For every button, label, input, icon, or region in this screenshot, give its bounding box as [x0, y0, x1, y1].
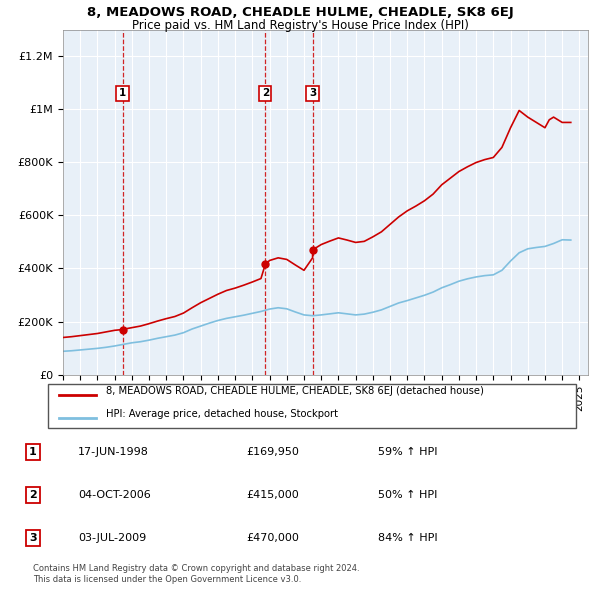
Text: 1: 1: [119, 88, 126, 98]
Text: Contains HM Land Registry data © Crown copyright and database right 2024.: Contains HM Land Registry data © Crown c…: [33, 565, 359, 573]
FancyBboxPatch shape: [48, 384, 576, 428]
Text: 59% ↑ HPI: 59% ↑ HPI: [378, 447, 437, 457]
Text: 1: 1: [29, 447, 37, 457]
Text: £169,950: £169,950: [246, 447, 299, 457]
Text: 03-JUL-2009: 03-JUL-2009: [78, 533, 146, 543]
Point: [118, 325, 127, 335]
Text: 8, MEADOWS ROAD, CHEADLE HULME, CHEADLE, SK8 6EJ: 8, MEADOWS ROAD, CHEADLE HULME, CHEADLE,…: [86, 6, 514, 19]
Text: 17-JUN-1998: 17-JUN-1998: [78, 447, 149, 457]
Text: 2: 2: [262, 88, 269, 98]
Text: 3: 3: [309, 88, 316, 98]
Text: £415,000: £415,000: [246, 490, 299, 500]
Text: 84% ↑ HPI: 84% ↑ HPI: [378, 533, 437, 543]
Text: This data is licensed under the Open Government Licence v3.0.: This data is licensed under the Open Gov…: [33, 575, 301, 584]
Text: HPI: Average price, detached house, Stockport: HPI: Average price, detached house, Stoc…: [106, 409, 338, 419]
Point: [260, 260, 270, 269]
Point: [308, 245, 317, 255]
Text: 8, MEADOWS ROAD, CHEADLE HULME, CHEADLE, SK8 6EJ (detached house): 8, MEADOWS ROAD, CHEADLE HULME, CHEADLE,…: [106, 386, 484, 396]
Text: 04-OCT-2006: 04-OCT-2006: [78, 490, 151, 500]
Text: 3: 3: [29, 533, 37, 543]
Text: 50% ↑ HPI: 50% ↑ HPI: [378, 490, 437, 500]
Text: Price paid vs. HM Land Registry's House Price Index (HPI): Price paid vs. HM Land Registry's House …: [131, 19, 469, 32]
Text: 2: 2: [29, 490, 37, 500]
Text: £470,000: £470,000: [246, 533, 299, 543]
